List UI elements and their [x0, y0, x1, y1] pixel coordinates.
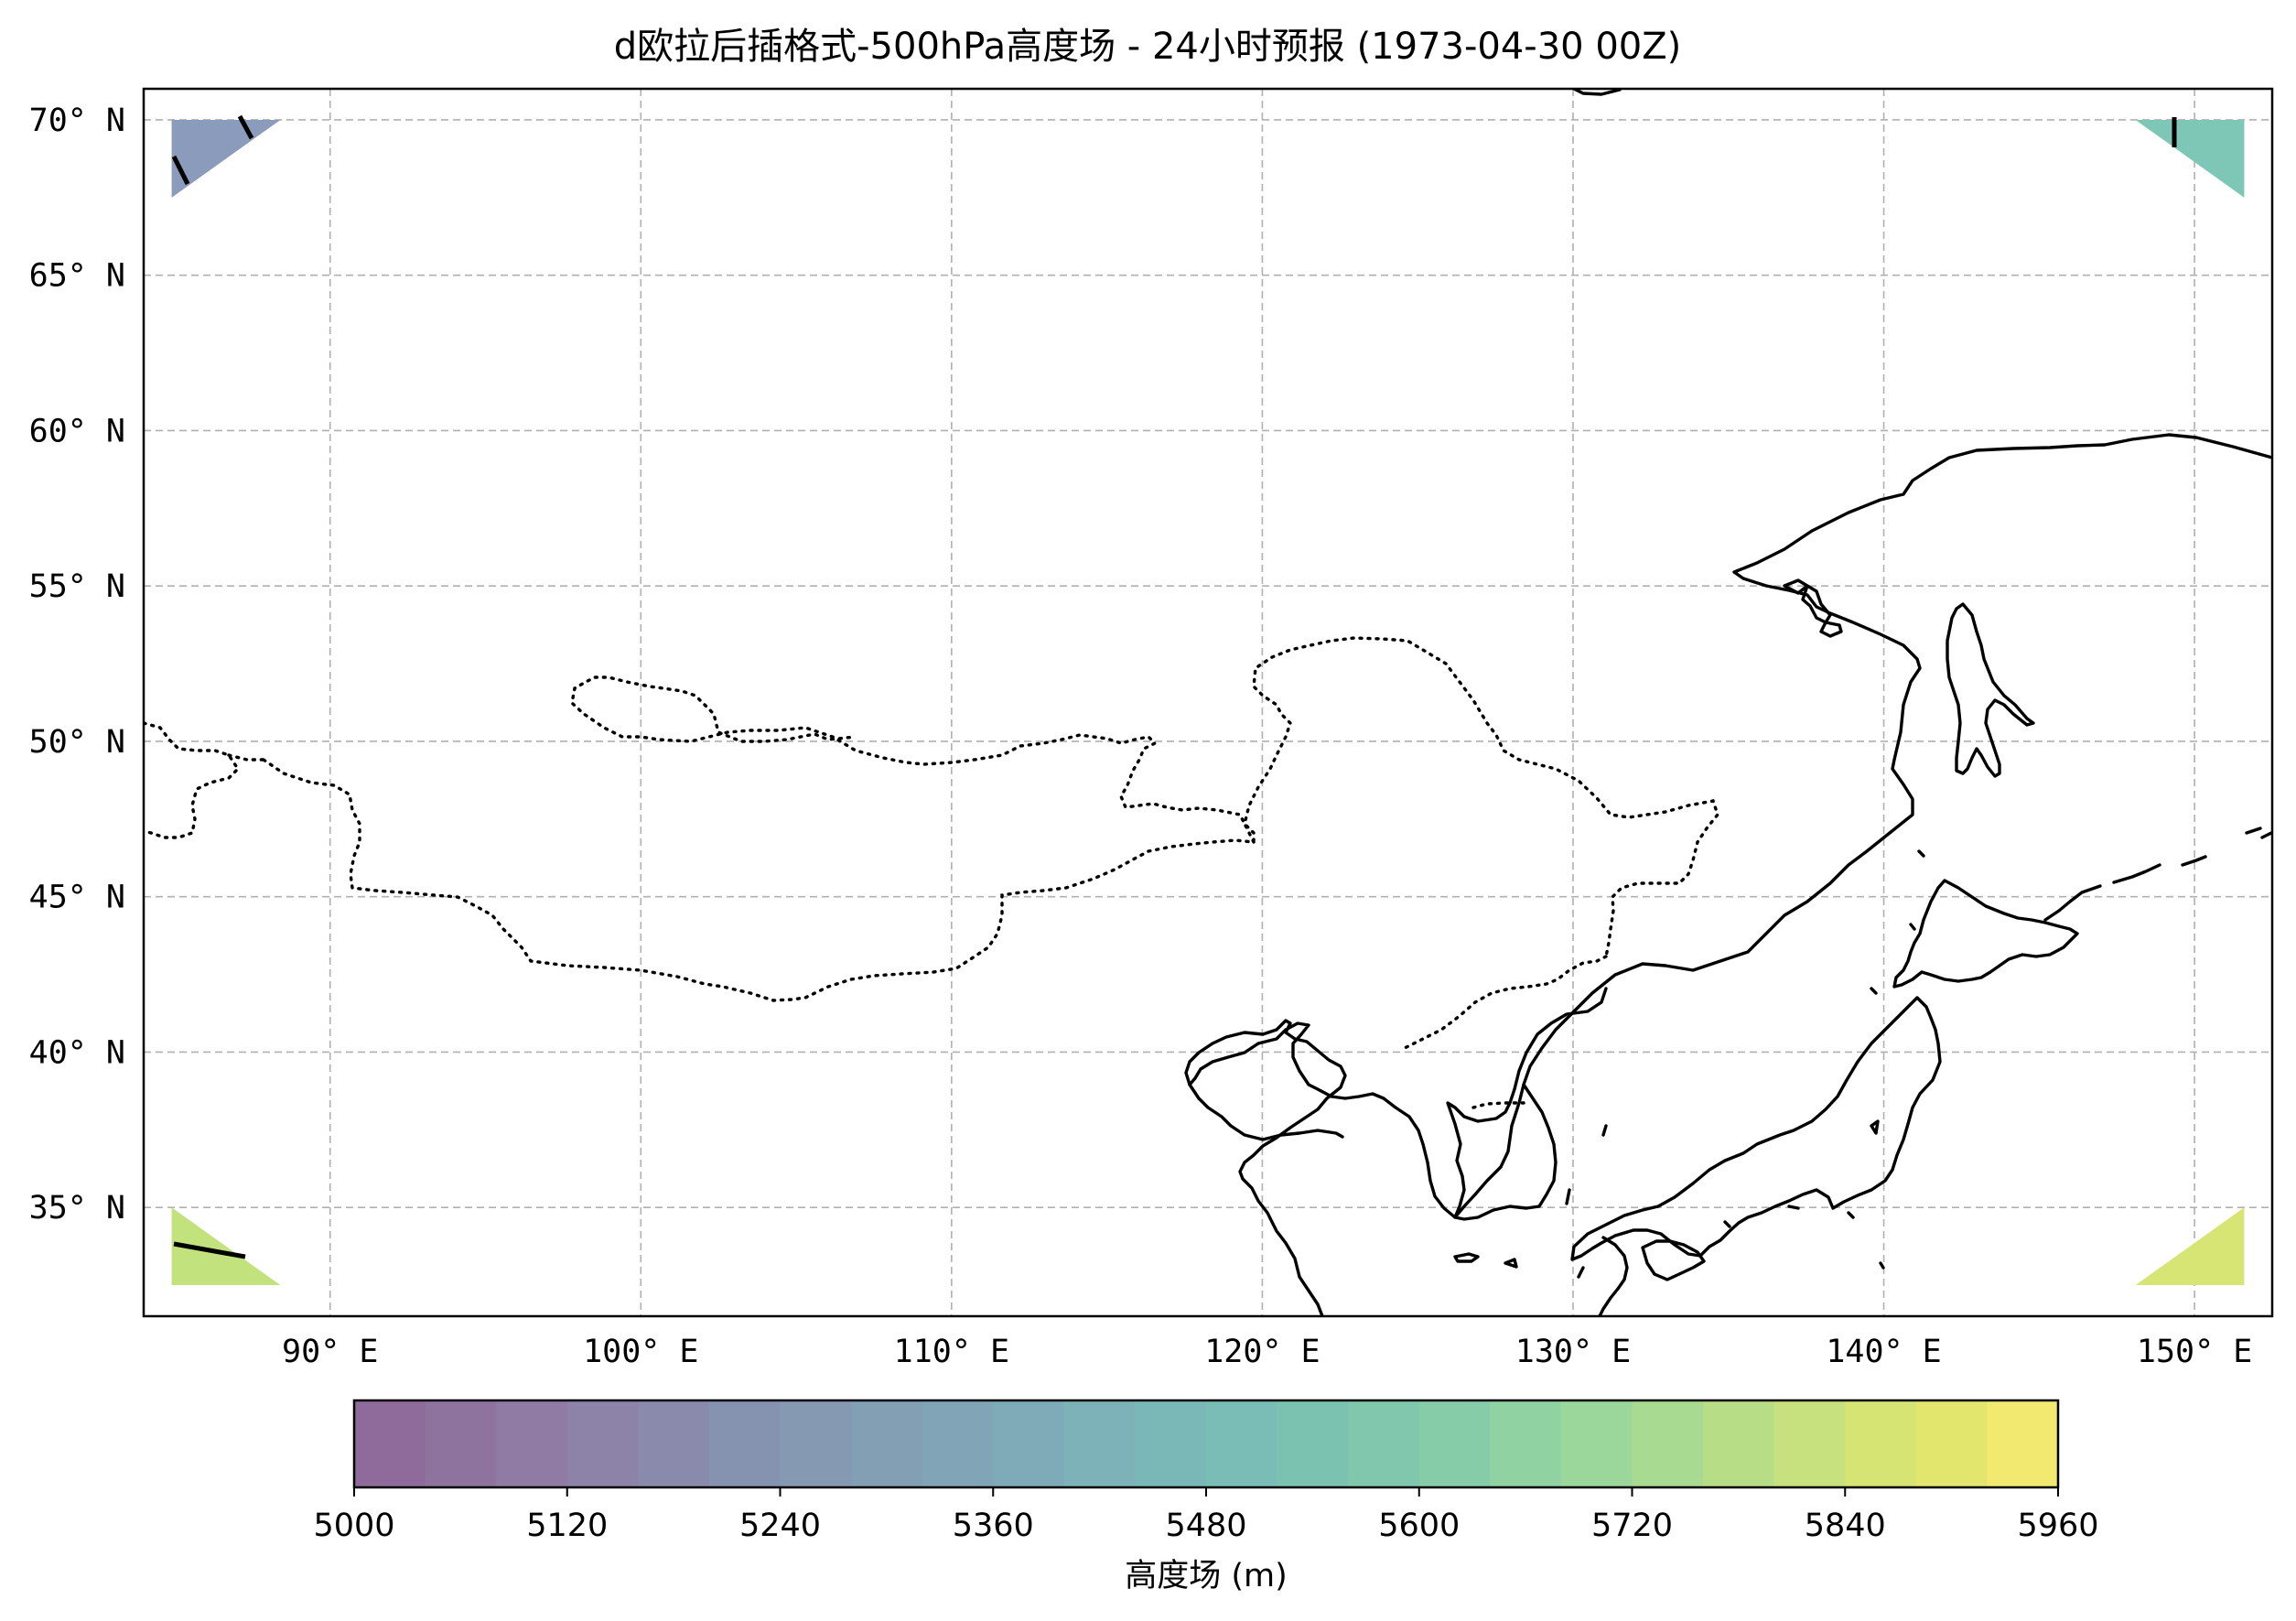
shantar-islands [1783, 578, 1843, 638]
contour-segment-top-left-1 [171, 155, 190, 186]
lat-tick-label: 65° N [29, 258, 125, 295]
map-frame [142, 87, 2274, 1318]
china-russia-border [1243, 636, 1719, 958]
colorbar-tick-label: 5840 [1805, 1508, 1886, 1544]
colorbar-segment [1490, 1400, 1562, 1487]
colorbar-segment [1206, 1400, 1278, 1487]
colorbar-segment [1135, 1400, 1207, 1487]
colorbar: 5000 5120 5240 5360 5480 5600 5720 5840 5960 高度场… [313, 1399, 2099, 1594]
colorbar-segment [1703, 1400, 1775, 1487]
colorbar-segment [638, 1400, 710, 1487]
colorbar-segment [354, 1400, 426, 1487]
lat-tick-label: 45° N [29, 880, 125, 916]
lat-tick-label: 60° N [29, 413, 125, 449]
colorbar-segment [1063, 1400, 1137, 1487]
height-patch-top-right [2135, 119, 2245, 198]
shandong-coastline [1188, 1083, 1344, 1141]
shikoku-coastline [1641, 1239, 1706, 1281]
lat-tick-label: 70° N [29, 103, 125, 139]
lat-tick-label: 50° N [29, 724, 125, 761]
korea-dmz-border [1471, 1101, 1525, 1109]
height-patch-bottom-right [2135, 1207, 2245, 1286]
mongolia-border [262, 675, 1256, 1002]
colorbar-tick-label: 5720 [1591, 1508, 1673, 1544]
china-korea-border [1403, 955, 1608, 1050]
lon-tick-label: 110° E [894, 1334, 1009, 1370]
korea-coastline [1446, 987, 1608, 1221]
contour-lines [171, 114, 2177, 1259]
colorbar-label: 高度场 (m) [1125, 1558, 1288, 1594]
sakhalin-coastline [1946, 602, 2035, 778]
lon-tick-label: 100° E [583, 1334, 698, 1370]
colorbar-segment [851, 1400, 923, 1487]
colorbar-tick-label: 5240 [739, 1508, 821, 1544]
lon-tick-label: 150° E [2137, 1334, 2252, 1370]
colorbar-tick-label: 5000 [313, 1508, 394, 1544]
lat-tick-label: 40° N [29, 1034, 125, 1071]
colorbar-segments [354, 1400, 2059, 1487]
country-borders [144, 636, 1719, 1109]
kuril-islands [2043, 827, 2272, 922]
contour-segment-bottom-left [173, 1241, 246, 1259]
colorbar-segment [708, 1400, 782, 1487]
small-islands [1453, 849, 1925, 1279]
arctic-coast-fragment [1570, 89, 1622, 96]
colorbar-segment [566, 1400, 639, 1487]
map-panel: 90° E 100° E 110° E 120° E 130° E 140° E 150° … [29, 87, 2274, 1370]
colorbar-segment [922, 1400, 994, 1487]
lat-tick-label: 35° N [29, 1190, 125, 1227]
map-background [144, 89, 2272, 1316]
colorbar-tick-label: 5600 [1378, 1508, 1460, 1544]
lon-tick-label: 120° E [1204, 1334, 1320, 1370]
height-field-patches [171, 119, 2245, 1286]
colorbar-ticks: 5000 5120 5240 5360 5480 5600 5720 5840 5960 [313, 1487, 2099, 1544]
colorbar-segment [1987, 1400, 2059, 1487]
colorbar-segment [1348, 1400, 1420, 1487]
height-patch-bottom-left [171, 1207, 281, 1286]
colorbar-segment [780, 1400, 852, 1487]
colorbar-segment [1773, 1400, 1846, 1487]
colorbar-segment [993, 1400, 1065, 1487]
hokkaido-coastline [1892, 879, 2079, 989]
colorbar-tick-label: 5120 [526, 1508, 608, 1544]
height-patch-top-left [171, 119, 281, 198]
lon-tick-label: 130° E [1515, 1334, 1631, 1370]
colorbar-segment [1418, 1400, 1491, 1487]
lon-tick-label: 90° E [282, 1334, 378, 1370]
colorbar-segment [1845, 1400, 1917, 1487]
colorbar-segment [1915, 1400, 1989, 1487]
lat-tick-label: 55° N [29, 568, 125, 605]
colorbar-tick-label: 5960 [2017, 1508, 2098, 1544]
kyushu-coastline [1598, 1236, 1629, 1316]
axis-ticks: 90° E 100° E 110° E 120° E 130° E 140° E 150° … [29, 103, 2253, 1370]
colorbar-tick-label: 5360 [953, 1508, 1034, 1544]
colorbar-segment [1632, 1400, 1704, 1487]
contour-segment-top-left-2 [237, 114, 254, 140]
colorbar-tick-label: 5480 [1165, 1508, 1246, 1544]
colorbar-segment [496, 1400, 568, 1487]
honshu-coastline [1570, 996, 1942, 1261]
western-border [144, 721, 265, 839]
lon-tick-label: 140° E [1826, 1334, 1941, 1370]
colorbar-segment [425, 1400, 497, 1487]
colorbar-segment [1560, 1400, 1633, 1487]
colorbar-segment [1277, 1400, 1349, 1487]
gridlines [144, 89, 2272, 1316]
coastlines [1184, 89, 2272, 1316]
figure-title: d欧拉后插格式-500hPa高度场 - 24小时预报 (1973-04-30 0… [614, 26, 1682, 68]
